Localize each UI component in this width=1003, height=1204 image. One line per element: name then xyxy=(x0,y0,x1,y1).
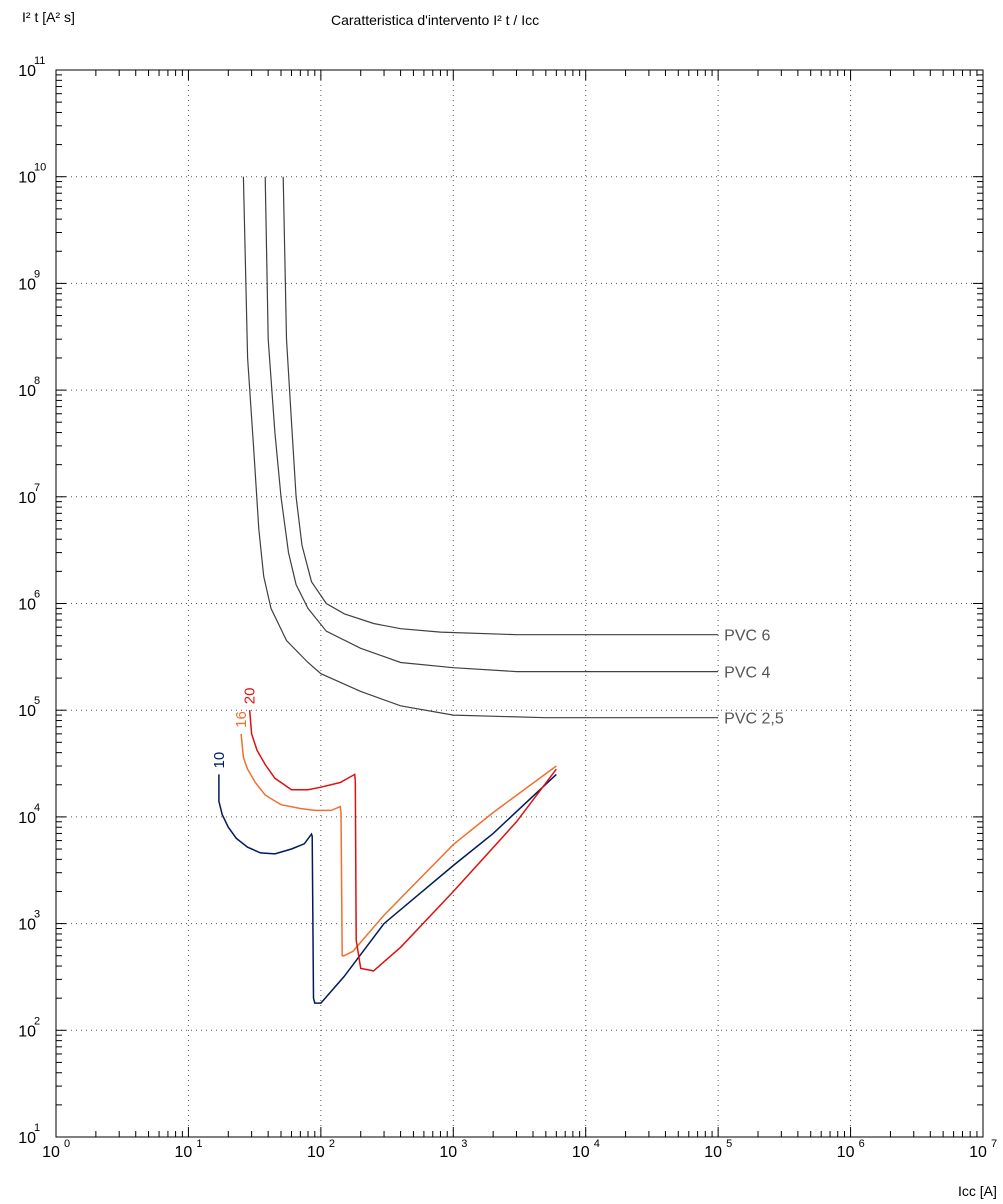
x-tick-base: 10 xyxy=(572,1144,590,1161)
cable-curve-line xyxy=(264,176,719,673)
y-tick-base: 10 xyxy=(18,490,36,507)
trip-curve-label: 10 xyxy=(211,752,228,769)
trip-curve-label: 16 xyxy=(233,711,250,728)
trip-curve-label: 20 xyxy=(242,688,259,705)
x-tick-exponent: 7 xyxy=(991,1138,997,1150)
y-tick-exponent: 5 xyxy=(34,695,40,707)
x-tick-exponent: 1 xyxy=(196,1138,202,1150)
trip-curves: 10 16 20 xyxy=(211,688,557,1004)
y-tick-exponent: 1 xyxy=(34,1122,40,1134)
x-tick-exponent: 4 xyxy=(594,1138,600,1150)
y-tick-exponent: 4 xyxy=(34,802,40,814)
x-tick-label: 10 0 xyxy=(42,1138,70,1161)
x-tick-exponent: 0 xyxy=(64,1138,70,1150)
x-tick-label: 10 3 xyxy=(439,1138,467,1161)
y-tick-label: 103 xyxy=(18,909,40,934)
y-tick-exponent: 8 xyxy=(34,375,40,387)
chart-title: Caratteristica d'intervento I² t / Icc xyxy=(331,12,540,28)
x-tick-exponent: 5 xyxy=(726,1138,732,1150)
cable-curve-label: PVC 2,5 xyxy=(724,711,784,728)
x-tick-label: 10 4 xyxy=(572,1138,600,1161)
cable-curve-label: PVC 6 xyxy=(724,628,770,645)
y-tick-exponent: 2 xyxy=(34,1015,40,1027)
cable-curve-line xyxy=(282,176,719,636)
y-tick-base: 10 xyxy=(18,63,36,80)
y-tick-base: 10 xyxy=(18,917,36,934)
cable-curve-label: PVC 4 xyxy=(724,665,770,682)
cable-curves: PVC 6 PVC 4 PVC 2,5 xyxy=(242,176,784,728)
y-tick-base: 10 xyxy=(18,703,36,720)
x-tick-base: 10 xyxy=(704,1144,722,1161)
x-tick-label: 10 6 xyxy=(837,1138,865,1161)
grid-lines xyxy=(56,70,983,1137)
x-tick-label: 10 1 xyxy=(175,1138,203,1161)
x-tick-base: 10 xyxy=(439,1144,457,1161)
trip-curve-line xyxy=(240,733,557,957)
plot-frame xyxy=(55,69,984,1138)
y-tick-exponent: 3 xyxy=(34,909,40,921)
minor-tick-marks xyxy=(55,70,983,1138)
y-tick-base: 10 xyxy=(18,276,36,293)
x-tick-base: 10 xyxy=(837,1144,855,1161)
x-tick-labels: 10 0 10 1 10 2 10 3 10 4 10 5 10 6 10 7 xyxy=(42,1138,997,1161)
x-tick-label: 10 7 xyxy=(969,1138,997,1161)
x-tick-base: 10 xyxy=(969,1144,987,1161)
trip-curve-line xyxy=(248,710,557,972)
x-tick-exponent: 2 xyxy=(329,1138,335,1150)
y-tick-base: 10 xyxy=(18,383,36,400)
x-tick-exponent: 3 xyxy=(461,1138,467,1150)
y-tick-label: 104 xyxy=(18,802,40,827)
y-tick-exponent: 9 xyxy=(34,268,40,280)
y-tick-base: 10 xyxy=(18,170,36,187)
y-tick-base: 10 xyxy=(18,597,36,614)
x-tick-base: 10 xyxy=(307,1144,325,1161)
y-tick-base: 10 xyxy=(18,1023,36,1040)
y-tick-exponent: 11 xyxy=(34,55,45,67)
y-tick-label: 109 xyxy=(18,268,40,293)
y-tick-label: 105 xyxy=(18,695,40,720)
y-tick-base: 10 xyxy=(18,810,36,827)
y-tick-exponent: 7 xyxy=(34,482,40,494)
cable-curve-line xyxy=(242,176,719,719)
y-tick-label: 107 xyxy=(18,482,40,507)
y-tick-label: 102 xyxy=(18,1015,40,1040)
x-tick-label: 10 5 xyxy=(704,1138,732,1161)
y-tick-label: 106 xyxy=(18,589,40,614)
trip-curve-line xyxy=(218,773,557,1004)
x-tick-base: 10 xyxy=(175,1144,193,1161)
x-axis-label: Icc [A] xyxy=(958,1183,997,1199)
y-tick-exponent: 10 xyxy=(34,162,46,174)
x-tick-base: 10 xyxy=(42,1144,60,1161)
y-tick-label: 108 xyxy=(18,375,40,400)
y-axis-label: I² t [A² s] xyxy=(22,9,75,25)
y-tick-exponent: 6 xyxy=(34,589,40,601)
x-tick-label: 10 2 xyxy=(307,1138,335,1161)
y-tick-base: 10 xyxy=(18,1130,36,1147)
y-tick-label: 101 xyxy=(18,1122,40,1147)
x-tick-exponent: 6 xyxy=(859,1138,865,1150)
